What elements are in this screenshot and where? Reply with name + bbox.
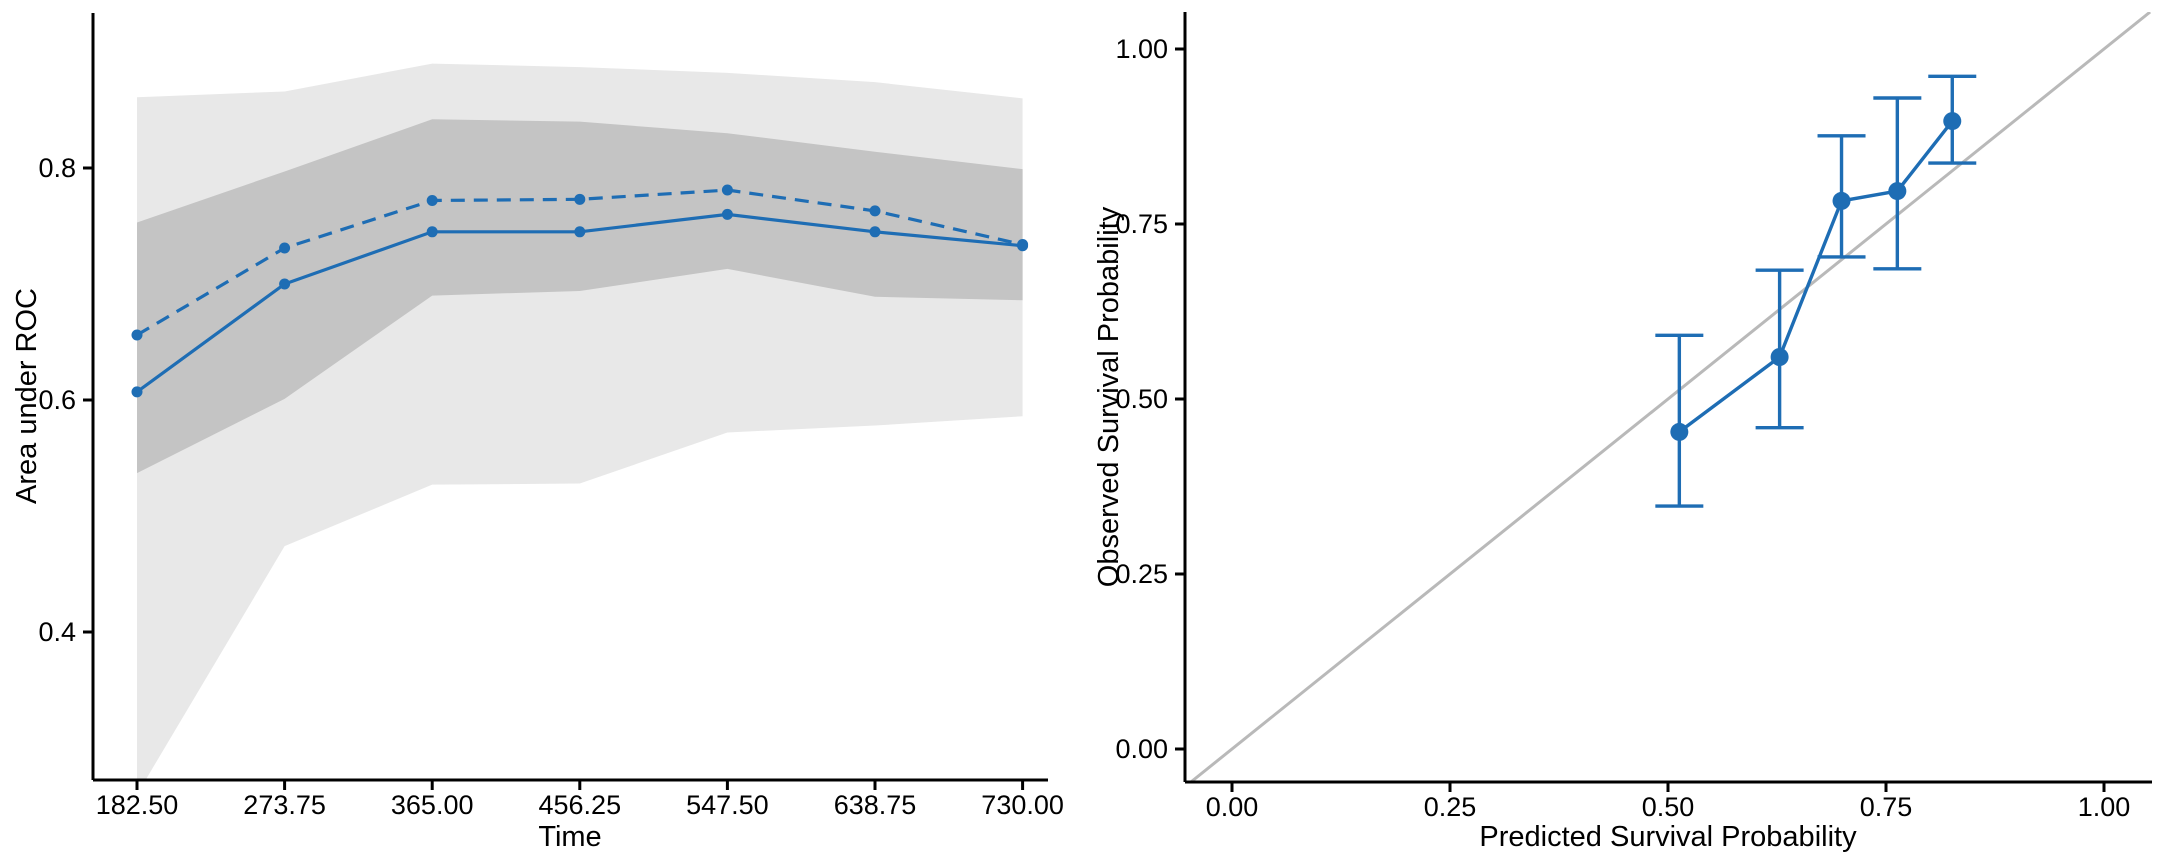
x-tick-label: 0.50 [1642, 792, 1695, 822]
auc-dashed-point [426, 194, 438, 206]
calibration-point [1888, 182, 1907, 201]
right-x-axis-title: Predicted Survival Probability [1479, 821, 1857, 853]
calibration-point [1770, 348, 1789, 366]
auc-dashed-point [1017, 239, 1029, 251]
x-tick-label: 730.00 [981, 790, 1064, 820]
inner-confidence-band [137, 119, 1023, 474]
auc-dashed-point [721, 184, 733, 196]
auc-solid-point [279, 278, 291, 290]
y-tick-label: 0.6 [38, 385, 76, 415]
auc-dashed-point [869, 205, 881, 217]
calibration-point [1832, 191, 1851, 210]
left-y-axis-title: Area under ROC [11, 288, 43, 504]
auc-solid-point [131, 386, 143, 398]
auc-solid-point [721, 208, 733, 220]
y-tick-label: 0.25 [1115, 559, 1168, 589]
identity-line [1189, 12, 2152, 782]
calibration-point [1670, 422, 1689, 441]
left-x-axis-title: Time [538, 821, 601, 853]
right-plot-area [1189, 12, 2152, 782]
right-y-axis-title: Observed Survival Probability [1093, 206, 1125, 587]
auc-dashed-point [131, 329, 143, 341]
y-tick-label: 0.4 [38, 617, 76, 647]
x-tick-label: 182.50 [96, 790, 179, 820]
y-tick-label: 1.00 [1115, 34, 1168, 64]
x-tick-label: 1.00 [2078, 792, 2131, 822]
auc-solid-point [574, 226, 586, 238]
auc-dashed-point [279, 242, 291, 254]
x-tick-label: 456.25 [539, 790, 622, 820]
y-tick-label: 0.75 [1115, 209, 1168, 239]
x-tick-label: 547.50 [686, 790, 769, 820]
y-tick-label: 0.00 [1115, 734, 1168, 764]
x-tick-label: 365.00 [391, 790, 474, 820]
auc-solid-point [869, 226, 881, 238]
x-tick-label: 0.25 [1424, 792, 1477, 822]
auc-solid-point [426, 226, 438, 238]
y-tick-label: 0.50 [1115, 384, 1168, 414]
left-plot-area [131, 63, 1029, 780]
x-tick-label: 638.75 [834, 790, 917, 820]
calibration-line [1678, 120, 1954, 434]
x-tick-label: 273.75 [243, 790, 326, 820]
calibration-panel: 0.00 0.25 0.50 0.75 1.00 0.00 0.25 0.50 0.75 1.00 [1115, 12, 2152, 822]
x-tick-label: 0.75 [1860, 792, 1913, 822]
calibration-point [1943, 112, 1962, 131]
auc-time-panel: 182.50 273.75 365.00 456.25 547.50 638.75 730.… [38, 13, 1064, 820]
y-tick-label: 0.8 [38, 153, 76, 183]
x-tick-label: 0.00 [1206, 792, 1259, 822]
auc-dashed-point [574, 193, 586, 205]
